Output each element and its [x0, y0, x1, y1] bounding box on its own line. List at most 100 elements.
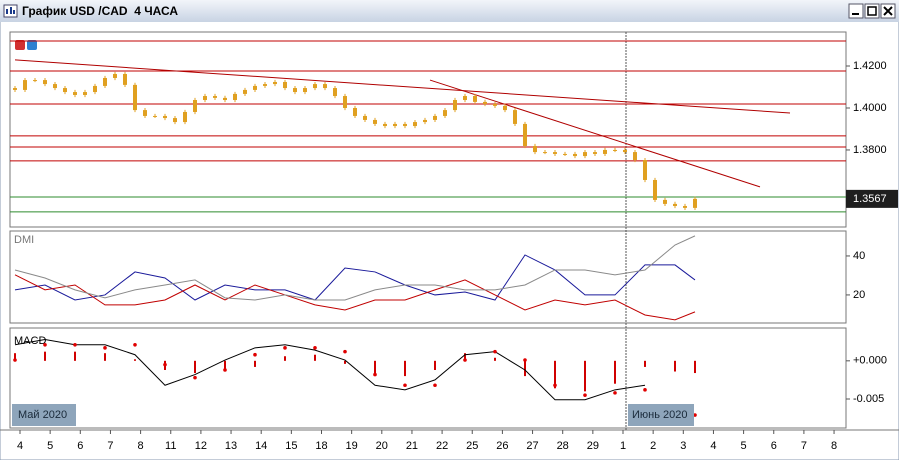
candle-body — [383, 123, 387, 127]
title-bar — [0, 0, 899, 22]
signal-dot — [463, 358, 467, 362]
histogram-bar — [464, 353, 466, 361]
indicator-buttons[interactable] — [15, 40, 37, 50]
candle-body — [33, 80, 37, 82]
signal-dot — [163, 362, 167, 367]
candle-body — [393, 123, 397, 127]
signal-dot — [133, 342, 137, 347]
candle-body — [563, 153, 567, 155]
signal-dot — [313, 346, 317, 350]
candle-body — [63, 88, 67, 93]
candle-body — [43, 80, 47, 85]
histogram-bar — [14, 353, 16, 361]
panel-label: MACD — [14, 335, 46, 347]
candle-body — [103, 77, 107, 86]
macd-line — [14, 338, 646, 401]
candle-body — [423, 119, 427, 123]
signal-dot — [43, 342, 47, 347]
x-tick-label: 8 — [831, 440, 837, 452]
trend-line — [429, 79, 761, 188]
x-tick-label: 6 — [77, 440, 83, 452]
histogram-bar — [224, 360, 226, 370]
candle-body — [503, 105, 507, 111]
histogram-bar — [614, 360, 616, 384]
candle-body — [93, 85, 97, 93]
candle-body — [443, 110, 447, 116]
candle-body — [673, 203, 677, 207]
x-tick-label: 15 — [285, 440, 297, 452]
histogram-bar — [254, 360, 256, 367]
y-tick-label: 20 — [853, 289, 865, 301]
signal-dot — [103, 346, 107, 350]
signal-dot — [523, 358, 527, 362]
macd-panel — [9, 327, 847, 429]
signal-dot — [223, 368, 227, 372]
candle-body — [233, 93, 237, 101]
x-tick-label: 4 — [17, 440, 23, 452]
x-tick-label: 20 — [376, 440, 388, 452]
candle-body — [543, 152, 547, 154]
date-tag-label: Июнь 2020 — [632, 409, 688, 421]
x-tick-label: 1 — [620, 440, 626, 452]
candle-body — [603, 149, 607, 154]
candle-body — [493, 103, 497, 106]
histogram-bar — [44, 351, 46, 361]
candle-body — [683, 206, 687, 208]
signal-dot — [693, 413, 697, 417]
dmi-line — [14, 274, 696, 321]
trend-line — [14, 59, 791, 114]
dmi-panel — [9, 230, 847, 324]
candle-body — [483, 101, 487, 104]
signal-dot — [283, 346, 287, 350]
y-tick-label: 40 — [853, 250, 865, 262]
window-title: График USD /CAD 4 ЧАСА — [22, 4, 178, 18]
candle-body — [643, 160, 647, 180]
maximize-button[interactable] — [864, 3, 880, 19]
signal-dot — [13, 358, 17, 362]
candle-body — [433, 115, 437, 120]
signal-dot — [433, 383, 437, 388]
signal-dot — [253, 352, 257, 357]
candle-body — [413, 122, 417, 127]
minimize-button[interactable] — [848, 3, 864, 19]
x-tick-label: 27 — [526, 440, 538, 452]
histogram-bar — [194, 360, 196, 374]
candle-body — [533, 145, 537, 153]
histogram-bar — [404, 360, 406, 377]
candle-body — [243, 89, 247, 94]
candle-body — [693, 198, 697, 208]
candle-body — [83, 92, 87, 95]
x-tick-label: 6 — [771, 440, 777, 452]
histogram-bar — [554, 360, 556, 389]
candle-body — [203, 96, 207, 101]
candle-body — [223, 97, 227, 101]
candle-body — [403, 123, 407, 127]
candle-body — [263, 84, 267, 86]
candle-body — [73, 92, 77, 95]
candle-body — [313, 84, 317, 89]
candle-body — [173, 118, 177, 123]
candle-body — [553, 152, 557, 154]
histogram-bar — [694, 360, 696, 374]
x-tick-label: 7 — [801, 440, 807, 452]
x-tick-label: 29 — [587, 440, 599, 452]
x-tick-label: 13 — [225, 440, 237, 452]
close-button[interactable] — [880, 3, 896, 19]
x-tick-label: 3 — [680, 440, 686, 452]
x-tick-label: 19 — [346, 440, 358, 452]
candle-body — [583, 152, 587, 157]
candle-body — [193, 100, 197, 112]
candle-body — [523, 123, 527, 146]
x-tick-label: 18 — [315, 440, 327, 452]
histogram-bar — [674, 360, 676, 372]
signal-dot — [193, 375, 197, 380]
candle-body — [333, 88, 337, 97]
signal-dot — [553, 383, 557, 388]
histogram-bar — [74, 351, 76, 361]
histogram-bar — [104, 353, 106, 361]
candle-body — [453, 100, 457, 111]
candle-body — [373, 119, 377, 124]
signal-dot — [373, 372, 377, 377]
y-tick-label: 1.4200 — [853, 60, 887, 72]
candle-body — [113, 73, 117, 78]
